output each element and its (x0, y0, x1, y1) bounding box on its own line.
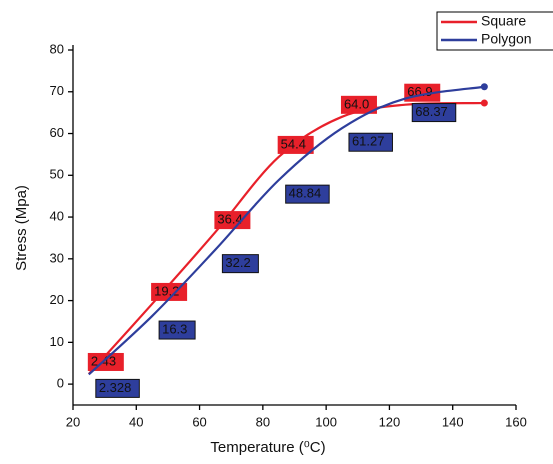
label-box (95, 378, 140, 398)
label-box (340, 95, 377, 114)
y-tick-label: 80 (50, 41, 64, 56)
end-point (480, 83, 488, 91)
label-box (221, 254, 259, 274)
x-tick-label: 160 (505, 414, 527, 429)
data-label: 36.4 (217, 212, 242, 227)
data-label: 48.84 (289, 186, 322, 201)
y-tick-label: 60 (50, 125, 64, 140)
y-tick-label: 0 (57, 376, 64, 391)
y-tick-label: 70 (50, 83, 64, 98)
label-box (411, 103, 457, 123)
x-tick-label: 40 (129, 414, 143, 429)
y-tick-label: 10 (50, 334, 64, 349)
x-tick-label: 60 (192, 414, 206, 429)
data-label: 2.328 (99, 380, 132, 395)
x-axis-title: Temperature (⁰C) (210, 439, 325, 456)
label-box (214, 211, 251, 230)
series-line (88, 85, 485, 376)
x-tick-label: 100 (315, 414, 337, 429)
label-box (277, 135, 314, 154)
label-box (158, 320, 196, 340)
y-axis-title: Stress (Mpa) (13, 185, 30, 271)
data-label: 54.4 (281, 136, 306, 151)
x-tick-label: 20 (66, 414, 80, 429)
series-line (88, 101, 485, 375)
data-label: 68.37 (415, 104, 448, 119)
y-tick-label: 50 (50, 167, 64, 182)
x-tick-label: 120 (379, 414, 401, 429)
y-tick-label: 20 (50, 292, 64, 307)
data-label: 64.0 (344, 96, 369, 111)
data-label: 16.3 (162, 321, 187, 336)
legend-label: Polygon (481, 31, 532, 47)
label-box (151, 282, 188, 301)
label-box (285, 184, 330, 204)
x-tick-label: 80 (256, 414, 270, 429)
y-tick-label: 30 (50, 250, 64, 265)
label-box (348, 132, 393, 152)
legend-label: Square (481, 13, 526, 29)
data-label: 61.27 (352, 134, 385, 149)
legend-box (436, 11, 553, 51)
x-tick-label: 140 (442, 414, 464, 429)
data-label: 32.2 (225, 255, 250, 270)
y-tick-label: 40 (50, 208, 64, 223)
end-point (480, 99, 488, 107)
